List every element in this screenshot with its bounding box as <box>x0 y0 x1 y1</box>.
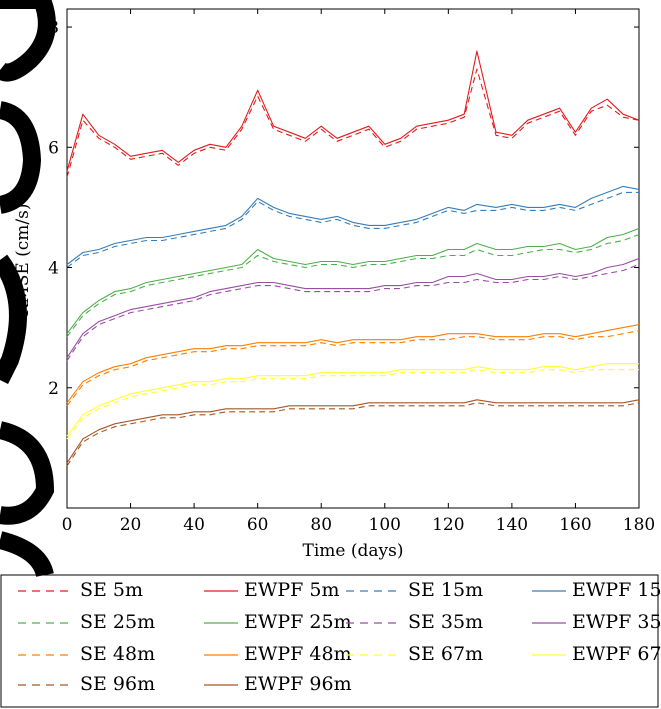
legend-label: SE 96m <box>80 673 155 695</box>
series-line-se-15m <box>66 191 639 268</box>
legend-label: EWPF 25m <box>244 611 352 633</box>
legend-label: EWPF 5m <box>244 579 340 601</box>
y-tick-label: 8 <box>48 18 59 38</box>
series-line-ewpf-48m <box>66 324 640 404</box>
series-line-ewpf-67m <box>66 363 639 437</box>
x-tick-label: 80 <box>310 515 332 535</box>
x-tick-label: 120 <box>432 515 464 535</box>
legend-frame <box>0 574 659 708</box>
legend-label: EWPF 35m <box>572 611 661 633</box>
legend-label: EWPF 15m <box>572 579 661 601</box>
x-tick-label: 100 <box>369 515 401 535</box>
y-tick-label: 6 <box>48 138 59 158</box>
legend-label: EWPF 48m <box>244 643 352 665</box>
x-tick-label: 20 <box>120 515 142 535</box>
legend-label: EWPF 96m <box>244 673 352 695</box>
plot-frame <box>66 8 640 509</box>
x-axis-ticks: 0 20 40 60 80 100 120 140 160 180 <box>62 9 655 535</box>
series-line-ewpf-96m <box>66 399 640 464</box>
x-tick-label: 180 <box>623 515 655 535</box>
series-line-ewpf-35m <box>66 257 640 359</box>
series-line-ewpf-5m <box>66 50 640 172</box>
series-line-se-25m <box>66 233 640 338</box>
legend-label: SE 35m <box>408 611 483 633</box>
y-tick-label: 2 <box>48 379 59 399</box>
y-tick-label: 4 <box>48 259 59 279</box>
x-tick-label: 160 <box>559 515 591 535</box>
series-line-se-35m <box>66 263 640 362</box>
x-tick-label: 0 <box>62 515 73 535</box>
series-line-se-67m <box>66 369 639 440</box>
x-tick-label: 140 <box>496 515 528 535</box>
y-axis-label: RMSE (cm/s) <box>13 203 33 316</box>
x-axis-label: Time (days) <box>303 541 404 561</box>
series-line-ewpf-25m <box>66 227 640 335</box>
legend-label: SE 5m <box>80 579 143 601</box>
series-line-se-5m <box>66 68 640 178</box>
legend-label: SE 25m <box>80 611 155 633</box>
series-line-se-48m <box>66 330 640 407</box>
series-line-se-96m <box>66 402 640 467</box>
legend-label: SE 67m <box>408 643 483 665</box>
x-tick-label: 60 <box>247 515 269 535</box>
legend: SE 5m EWPF 5m SE 15m EWPF 15m SE 25m EWPF 25m… <box>0 574 661 708</box>
x-tick-label: 40 <box>183 515 205 535</box>
legend-label: SE 15m <box>408 579 483 601</box>
watermark-graphic <box>0 0 56 578</box>
y-axis-ticks: 2 4 6 8 <box>48 18 639 399</box>
series-line-ewpf-15m <box>66 185 640 265</box>
legend-label: SE 48m <box>80 643 155 665</box>
series-layer <box>66 50 640 467</box>
legend-label: EWPF 67m <box>572 643 661 665</box>
